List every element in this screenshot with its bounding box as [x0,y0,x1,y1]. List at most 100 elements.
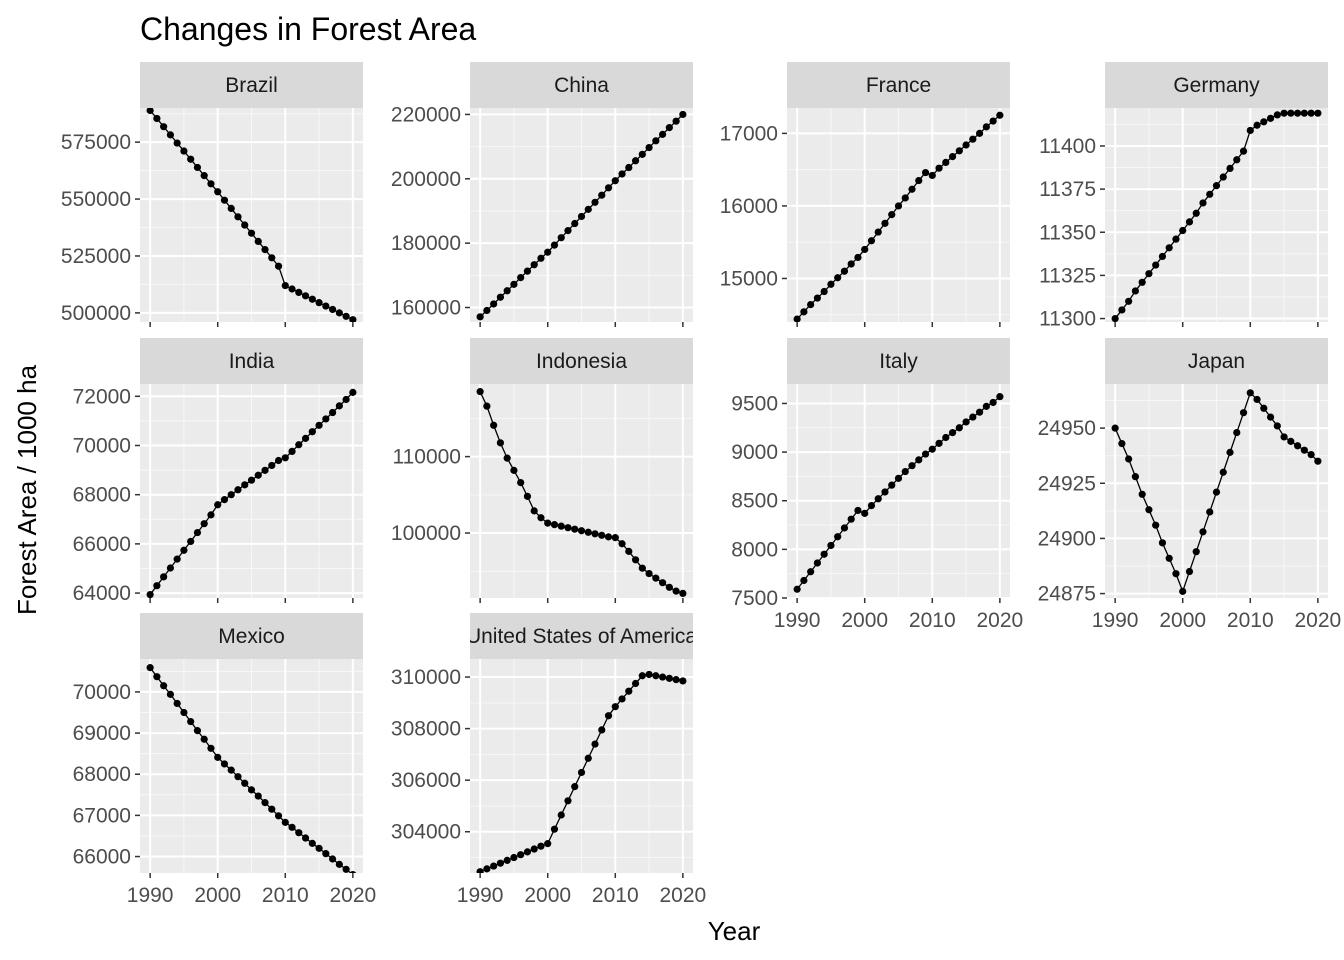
y-tick-label: 550000 [61,188,131,211]
data-point [1185,567,1194,576]
data-point [631,157,640,165]
data-point [577,527,586,535]
data-point [894,474,903,482]
data-point [1158,539,1167,547]
data-point [1253,395,1261,404]
facet-strip-united-states-of-america [470,613,693,659]
data-point [1307,451,1315,459]
data-point [349,388,357,396]
data-point [557,811,565,819]
data-point [598,531,606,539]
data-point [1314,457,1322,465]
facet-brazil: Brazil 500000 525000 550000 575000 [61,62,363,327]
data-point [1246,389,1254,397]
data-point [193,163,202,172]
data-point [1300,109,1308,117]
data-point [214,753,222,761]
x-tick-label: 2020 [660,884,707,907]
data-point [1314,109,1322,117]
data-point [1212,182,1221,190]
data-point [187,155,195,163]
data-point [631,556,640,564]
x-tick-label: 2010 [1227,609,1274,632]
data-point [517,851,525,859]
data-point [604,712,613,720]
data-point [598,191,606,199]
gridlines-germany [1105,108,1328,322]
series-mexico [146,664,357,873]
data-point [1185,218,1194,226]
data-point [1145,270,1153,278]
series-united-states-of-america [476,670,687,873]
data-point [503,287,511,295]
data-point [557,522,565,530]
x-tick-label: 2010 [592,884,639,907]
data-point [921,450,930,458]
data-point [295,829,303,837]
y-tick-label: 200000 [391,168,461,191]
data-point [1165,244,1173,252]
data-point [342,395,350,404]
data-point [1239,409,1248,417]
y-tick-label: 11300 [1039,308,1096,331]
data-point [214,188,222,196]
data-point [503,454,511,462]
facet-strip-label-india: India [229,350,275,373]
facet-strip-mexico [140,613,363,659]
y-tick-label: 66000 [73,846,131,869]
data-point [584,528,592,536]
data-point [1266,413,1275,421]
facet-united-states-of-america: United States of America 304000 306000 3080… [391,613,706,907]
data-point [200,172,208,180]
data-point [638,150,646,158]
data-point [847,515,855,523]
data-point [342,312,350,320]
data-point [867,237,876,245]
data-point [591,530,599,538]
data-point [1246,126,1254,135]
data-point [328,408,337,417]
data-point [679,110,687,119]
data-point [166,131,175,139]
data-point [166,564,175,572]
data-point [247,229,256,237]
data-point [975,408,984,416]
x-tick-label: 1990 [774,609,821,632]
data-point [793,315,801,322]
data-point [234,486,242,494]
data-point [227,766,235,774]
data-point [861,245,869,254]
data-point [173,555,181,563]
y-tick-label: 220000 [391,103,461,126]
gridlines-china [470,108,693,322]
data-point [510,466,518,474]
data-point [476,868,484,873]
series-india [146,388,357,598]
data-point [584,205,592,213]
y-tick-label: 17000 [720,122,778,145]
data-point [955,147,963,155]
data-point [207,511,215,519]
data-point [935,164,943,172]
data-point [335,860,343,868]
data-point [274,262,283,270]
data-point [146,664,154,672]
data-point [854,253,862,262]
data-point [1219,173,1227,181]
data-point [187,537,195,546]
data-point [308,295,316,303]
data-point [969,135,977,143]
data-point [915,176,923,185]
data-point [1273,422,1281,430]
y-tick-label: 11350 [1039,221,1096,244]
data-point [153,114,161,123]
data-point [867,501,876,510]
x-tick-label: 2020 [330,884,377,907]
data-point [962,141,970,149]
data-point [322,302,330,310]
data-point [335,309,343,317]
y-tick-label: 310000 [391,666,461,689]
facet-indonesia: Indonesia 100000 110000 [391,338,693,603]
data-point [652,574,660,582]
y-tick-label: 11325 [1039,264,1096,287]
